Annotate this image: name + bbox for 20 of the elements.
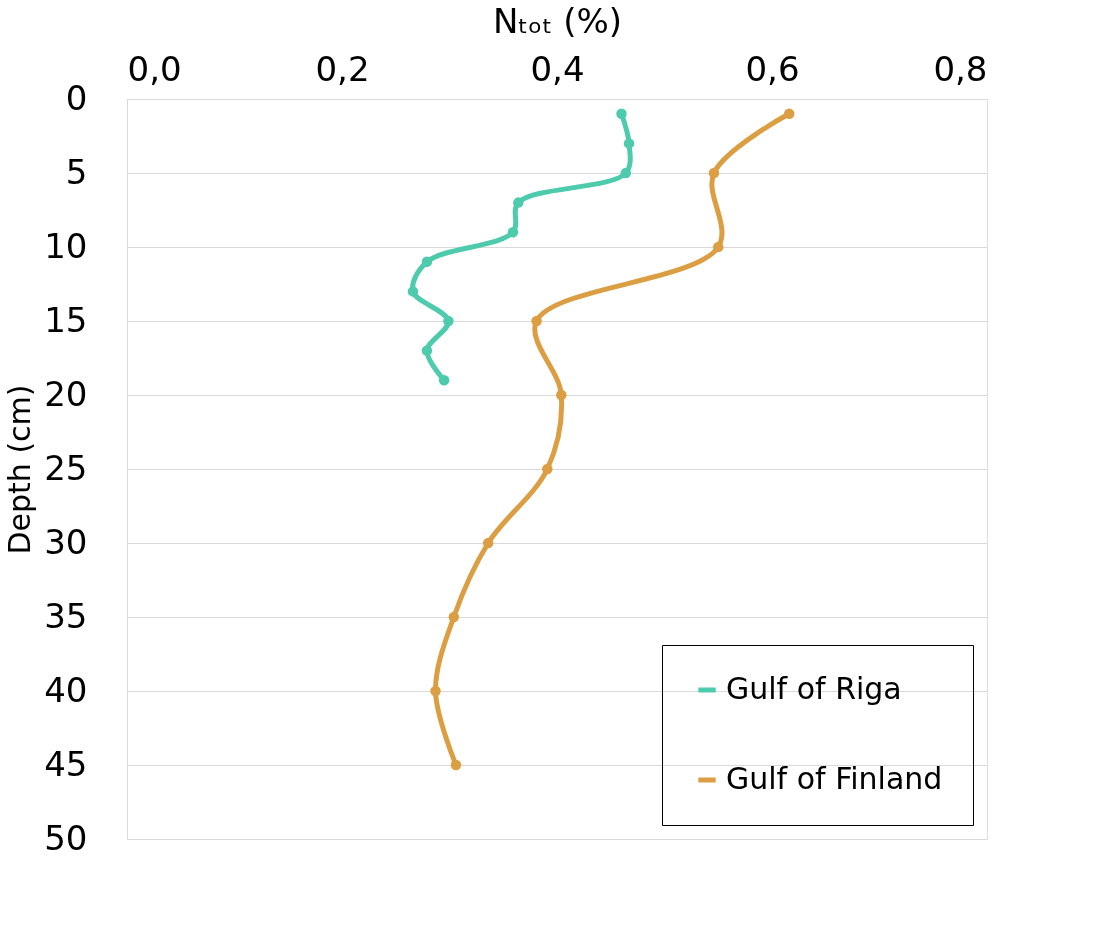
x-tick-label: 0,0 bbox=[127, 48, 182, 89]
y-tick-label: 40 bbox=[44, 669, 88, 710]
y-tick-label: 20 bbox=[44, 373, 88, 414]
x-tick-label: 0,4 bbox=[530, 48, 585, 89]
y-tick-label: 45 bbox=[44, 743, 88, 784]
y-tick-label: 30 bbox=[44, 521, 88, 562]
y-tick-label: 50 bbox=[44, 817, 88, 858]
y-axis-title: Depth (cm) bbox=[2, 384, 38, 555]
y-tick-label: 35 bbox=[44, 595, 88, 636]
legend-label: Gulf of Riga bbox=[726, 671, 902, 706]
x-tick-label: 0,2 bbox=[315, 48, 370, 89]
y-tick-label: 25 bbox=[44, 447, 88, 488]
y-tick-label: 0 bbox=[65, 77, 88, 118]
x-tick-label: 0,8 bbox=[933, 48, 988, 89]
x-axis-title: Nₜₒₜ (%) bbox=[492, 0, 623, 41]
y-tick-label: 5 bbox=[65, 151, 88, 192]
legend-label: Gulf of Finland bbox=[726, 761, 943, 796]
y-tick-label: 10 bbox=[44, 225, 88, 266]
y-tick-label: 15 bbox=[44, 299, 88, 340]
x-tick-label: 0,6 bbox=[745, 48, 800, 89]
